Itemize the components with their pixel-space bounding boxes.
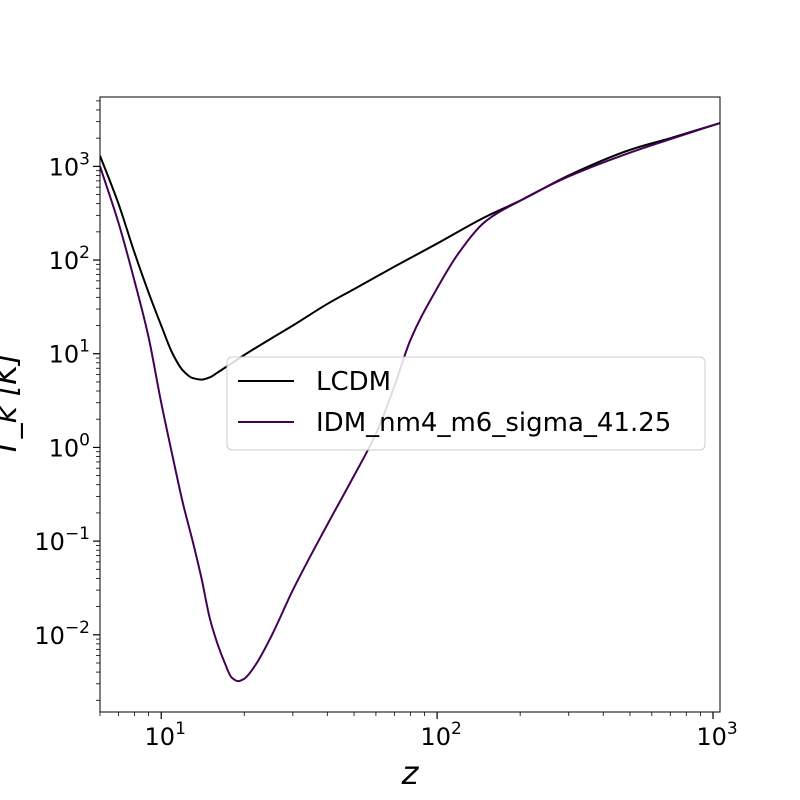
x-tick-label: 101 <box>145 719 186 751</box>
legend: LCDM IDM_nm4_m6_sigma_41.25 <box>226 356 706 451</box>
series-line-idm <box>100 122 720 683</box>
x-tick-label: 102 <box>420 719 461 751</box>
y-tick-label: 100 <box>49 430 90 462</box>
legend-box <box>226 356 706 451</box>
y-axis-title: T_k [K] <box>0 353 24 456</box>
y-tick-label: 103 <box>49 149 90 181</box>
legend-label-lcdm: LCDM <box>316 367 391 397</box>
ticks-layer: 101 102 103 10−2 10−1 100 101 102 103 <box>34 100 738 751</box>
y-tick-label: 102 <box>49 243 90 275</box>
legend-label-idm: IDM_nm4_m6_sigma_41.25 <box>316 408 671 438</box>
y-tick-label: 101 <box>49 337 90 369</box>
x-tick-label: 103 <box>696 719 737 751</box>
x-axis-title: z <box>401 754 420 792</box>
y-tick-label: 10−1 <box>34 524 90 556</box>
y-tick-label: 10−2 <box>34 618 90 650</box>
series-layer <box>100 122 720 683</box>
